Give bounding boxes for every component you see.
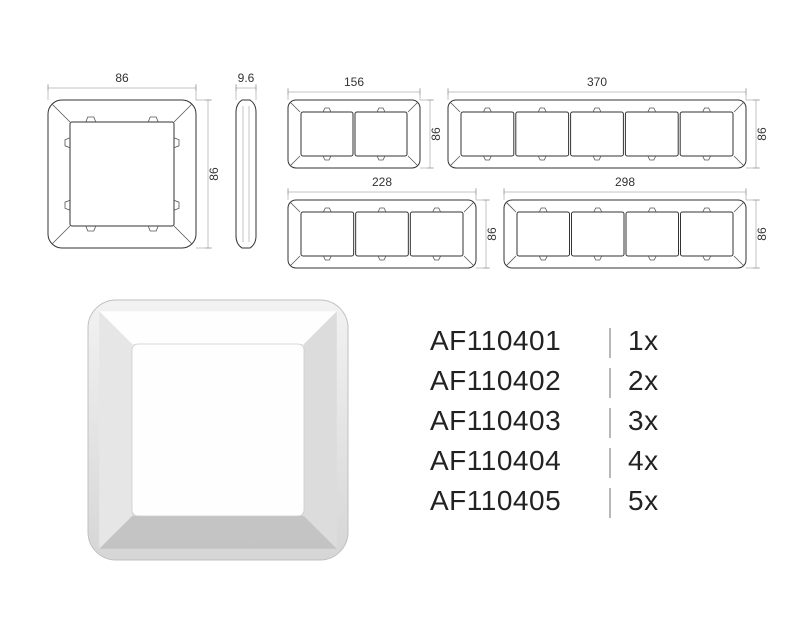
svg-text:86: 86 — [755, 127, 769, 141]
frame-5gang — [448, 100, 746, 168]
frame-4gang — [504, 200, 746, 268]
sku-code: AF110405 — [430, 485, 561, 516]
sku-qty: 4x — [628, 445, 659, 476]
sku-code: AF110402 — [430, 365, 561, 396]
sku-qty: 5x — [628, 485, 659, 516]
svg-text:156: 156 — [344, 75, 364, 89]
sku-list: AF110401 1x AF110402 2x AF110403 3x AF110404 4x… — [430, 325, 659, 518]
sku-qty: 2x — [628, 365, 659, 396]
svg-text:86: 86 — [429, 127, 443, 141]
sku-code: AF110403 — [430, 405, 561, 436]
svg-text:370: 370 — [587, 75, 607, 89]
svg-text:298: 298 — [615, 175, 635, 189]
sku-qty: 1x — [628, 325, 659, 356]
svg-text:9.6: 9.6 — [238, 71, 255, 85]
frame-3gang — [288, 200, 476, 268]
frame-2gang — [288, 100, 420, 168]
diagram-root: 86869.615686370862288629886AF1104011xAF1… — [0, 0, 800, 622]
render-3d-frame — [88, 300, 348, 560]
sku-code: AF110404 — [430, 445, 561, 476]
svg-text:86: 86 — [485, 227, 499, 241]
sku-qty: 3x — [628, 405, 659, 436]
svg-text:86: 86 — [755, 227, 769, 241]
sku-code: AF110401 — [430, 325, 561, 356]
svg-text:228: 228 — [372, 175, 392, 189]
svg-text:86: 86 — [207, 167, 221, 181]
front-single-frame — [48, 100, 196, 248]
side-profile — [236, 100, 256, 248]
svg-text:86: 86 — [115, 71, 129, 85]
